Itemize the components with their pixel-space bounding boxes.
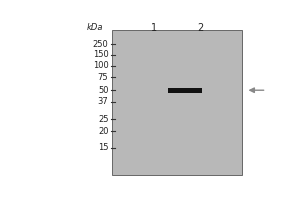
Text: 75: 75 [98, 73, 108, 82]
Text: 25: 25 [98, 115, 108, 124]
Text: 150: 150 [93, 50, 108, 59]
Text: 20: 20 [98, 127, 108, 136]
Text: 250: 250 [93, 40, 108, 49]
Text: 1: 1 [151, 23, 157, 33]
Text: kDa: kDa [86, 23, 103, 32]
Text: 50: 50 [98, 86, 108, 95]
Text: 15: 15 [98, 143, 108, 152]
Text: 100: 100 [93, 61, 108, 70]
Text: 37: 37 [98, 97, 108, 106]
Bar [112, 30, 242, 175]
Text: 2: 2 [197, 23, 203, 33]
Bar [168, 88, 202, 93]
